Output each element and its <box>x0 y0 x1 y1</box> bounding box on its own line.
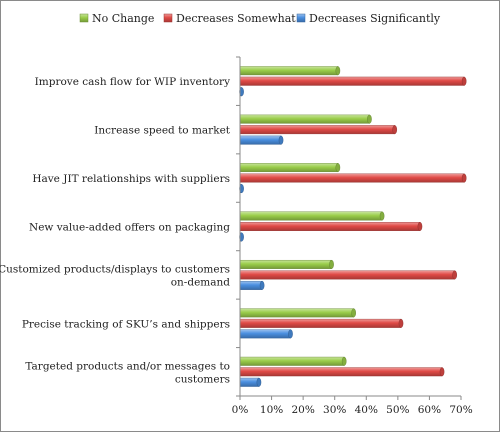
bar-no-change-4 <box>239 259 332 269</box>
legend-swatch-decreases-significantly <box>296 13 306 23</box>
legend-label-decreases-significantly: Decreases Significantly <box>309 12 441 25</box>
category-label-4: Customized products/displays to customer… <box>0 263 230 288</box>
bar-no-change-1 <box>239 114 370 124</box>
axis-layer <box>236 56 462 400</box>
bar-cap-decreases-somewhat-3 <box>417 222 423 231</box>
x-tick-label: 30% <box>323 404 346 416</box>
bar-decreases-somewhat-6 <box>239 367 443 377</box>
category-label-0: Improve cash flow for WIP inventory <box>35 76 230 88</box>
bar-cap-no-change-1 <box>367 114 372 124</box>
bar-decreases-significantly-6 <box>239 377 260 387</box>
bar-no-change-2 <box>239 163 339 173</box>
bar-no-change-3 <box>239 211 383 221</box>
bar-cap-no-change-2 <box>335 163 341 173</box>
legend-swatch-no-change <box>79 13 89 23</box>
x-tick-label: 50% <box>386 404 409 416</box>
bar-decreases-significantly-5 <box>239 329 291 339</box>
category-label-5: Precise tracking of SKU’s and shippers <box>22 318 230 330</box>
bar-cap-no-change-6 <box>341 356 347 366</box>
legend-label-no-change: No Change <box>92 12 154 25</box>
bar-decreases-significantly-1 <box>239 135 282 145</box>
bar-cap-decreases-significantly-4 <box>259 280 265 290</box>
bar-cap-decreases-significantly-3 <box>239 232 244 242</box>
bar-decreases-somewhat-4 <box>239 270 455 280</box>
bar-no-change-5 <box>239 308 354 318</box>
category-labels: Improve cash flow for WIP inventory Incre… <box>0 76 231 385</box>
bars-layer <box>239 66 467 387</box>
bar-cap-decreases-somewhat-2 <box>461 173 467 183</box>
bar-cap-decreases-significantly-6 <box>256 377 262 387</box>
bar-no-change-6 <box>239 356 345 366</box>
bar-cap-decreases-somewhat-0 <box>461 76 467 86</box>
bar-cap-no-change-4 <box>329 259 334 269</box>
bar-cap-no-change-5 <box>351 308 356 318</box>
legend-swatch-decreases-somewhat <box>163 13 173 23</box>
x-tick-label: 10% <box>260 404 283 416</box>
bar-decreases-somewhat-5 <box>239 318 402 328</box>
bar-cap-no-change-0 <box>335 66 341 76</box>
bar-decreases-significantly-4 <box>239 280 263 290</box>
legend-label-decreases-somewhat: Decreases Somewhat <box>176 12 296 25</box>
bar-decreases-somewhat-2 <box>239 173 465 183</box>
x-tick-label: 70% <box>449 404 472 416</box>
legend: No Change Decreases Somewhat Decreases Sig… <box>79 12 441 25</box>
bar-cap-decreases-significantly-0 <box>239 87 244 97</box>
bar-cap-decreases-significantly-2 <box>239 184 244 194</box>
bar-cap-decreases-significantly-1 <box>278 135 284 145</box>
bar-no-change-0 <box>239 66 339 76</box>
bar-cap-decreases-somewhat-4 <box>452 270 457 280</box>
x-tick-labels: 0% 10% 20% 30% 40% 50% 60% 70% <box>232 404 473 416</box>
category-label-3: New value-added offers on packaging <box>29 222 230 234</box>
category-label-2: Have JIT relationships with suppliers <box>32 173 230 185</box>
bar-decreases-somewhat-3 <box>239 222 421 231</box>
bar-cap-no-change-3 <box>379 211 385 221</box>
category-label-1: Increase speed to market <box>94 125 231 137</box>
bar-cap-decreases-somewhat-5 <box>398 318 404 328</box>
x-tick-label: 60% <box>418 404 441 416</box>
category-label-6: Targeted products and/or messages to cust… <box>25 360 230 385</box>
bar-decreases-somewhat-0 <box>239 76 465 86</box>
x-tick-label: 0% <box>232 404 249 416</box>
bar-cap-decreases-significantly-5 <box>288 329 293 339</box>
bar-cap-decreases-somewhat-6 <box>439 367 445 377</box>
x-tick-label: 40% <box>355 404 378 416</box>
x-tick-label: 20% <box>291 404 314 416</box>
bar-cap-decreases-somewhat-1 <box>392 125 398 135</box>
bar-decreases-somewhat-1 <box>239 125 395 135</box>
